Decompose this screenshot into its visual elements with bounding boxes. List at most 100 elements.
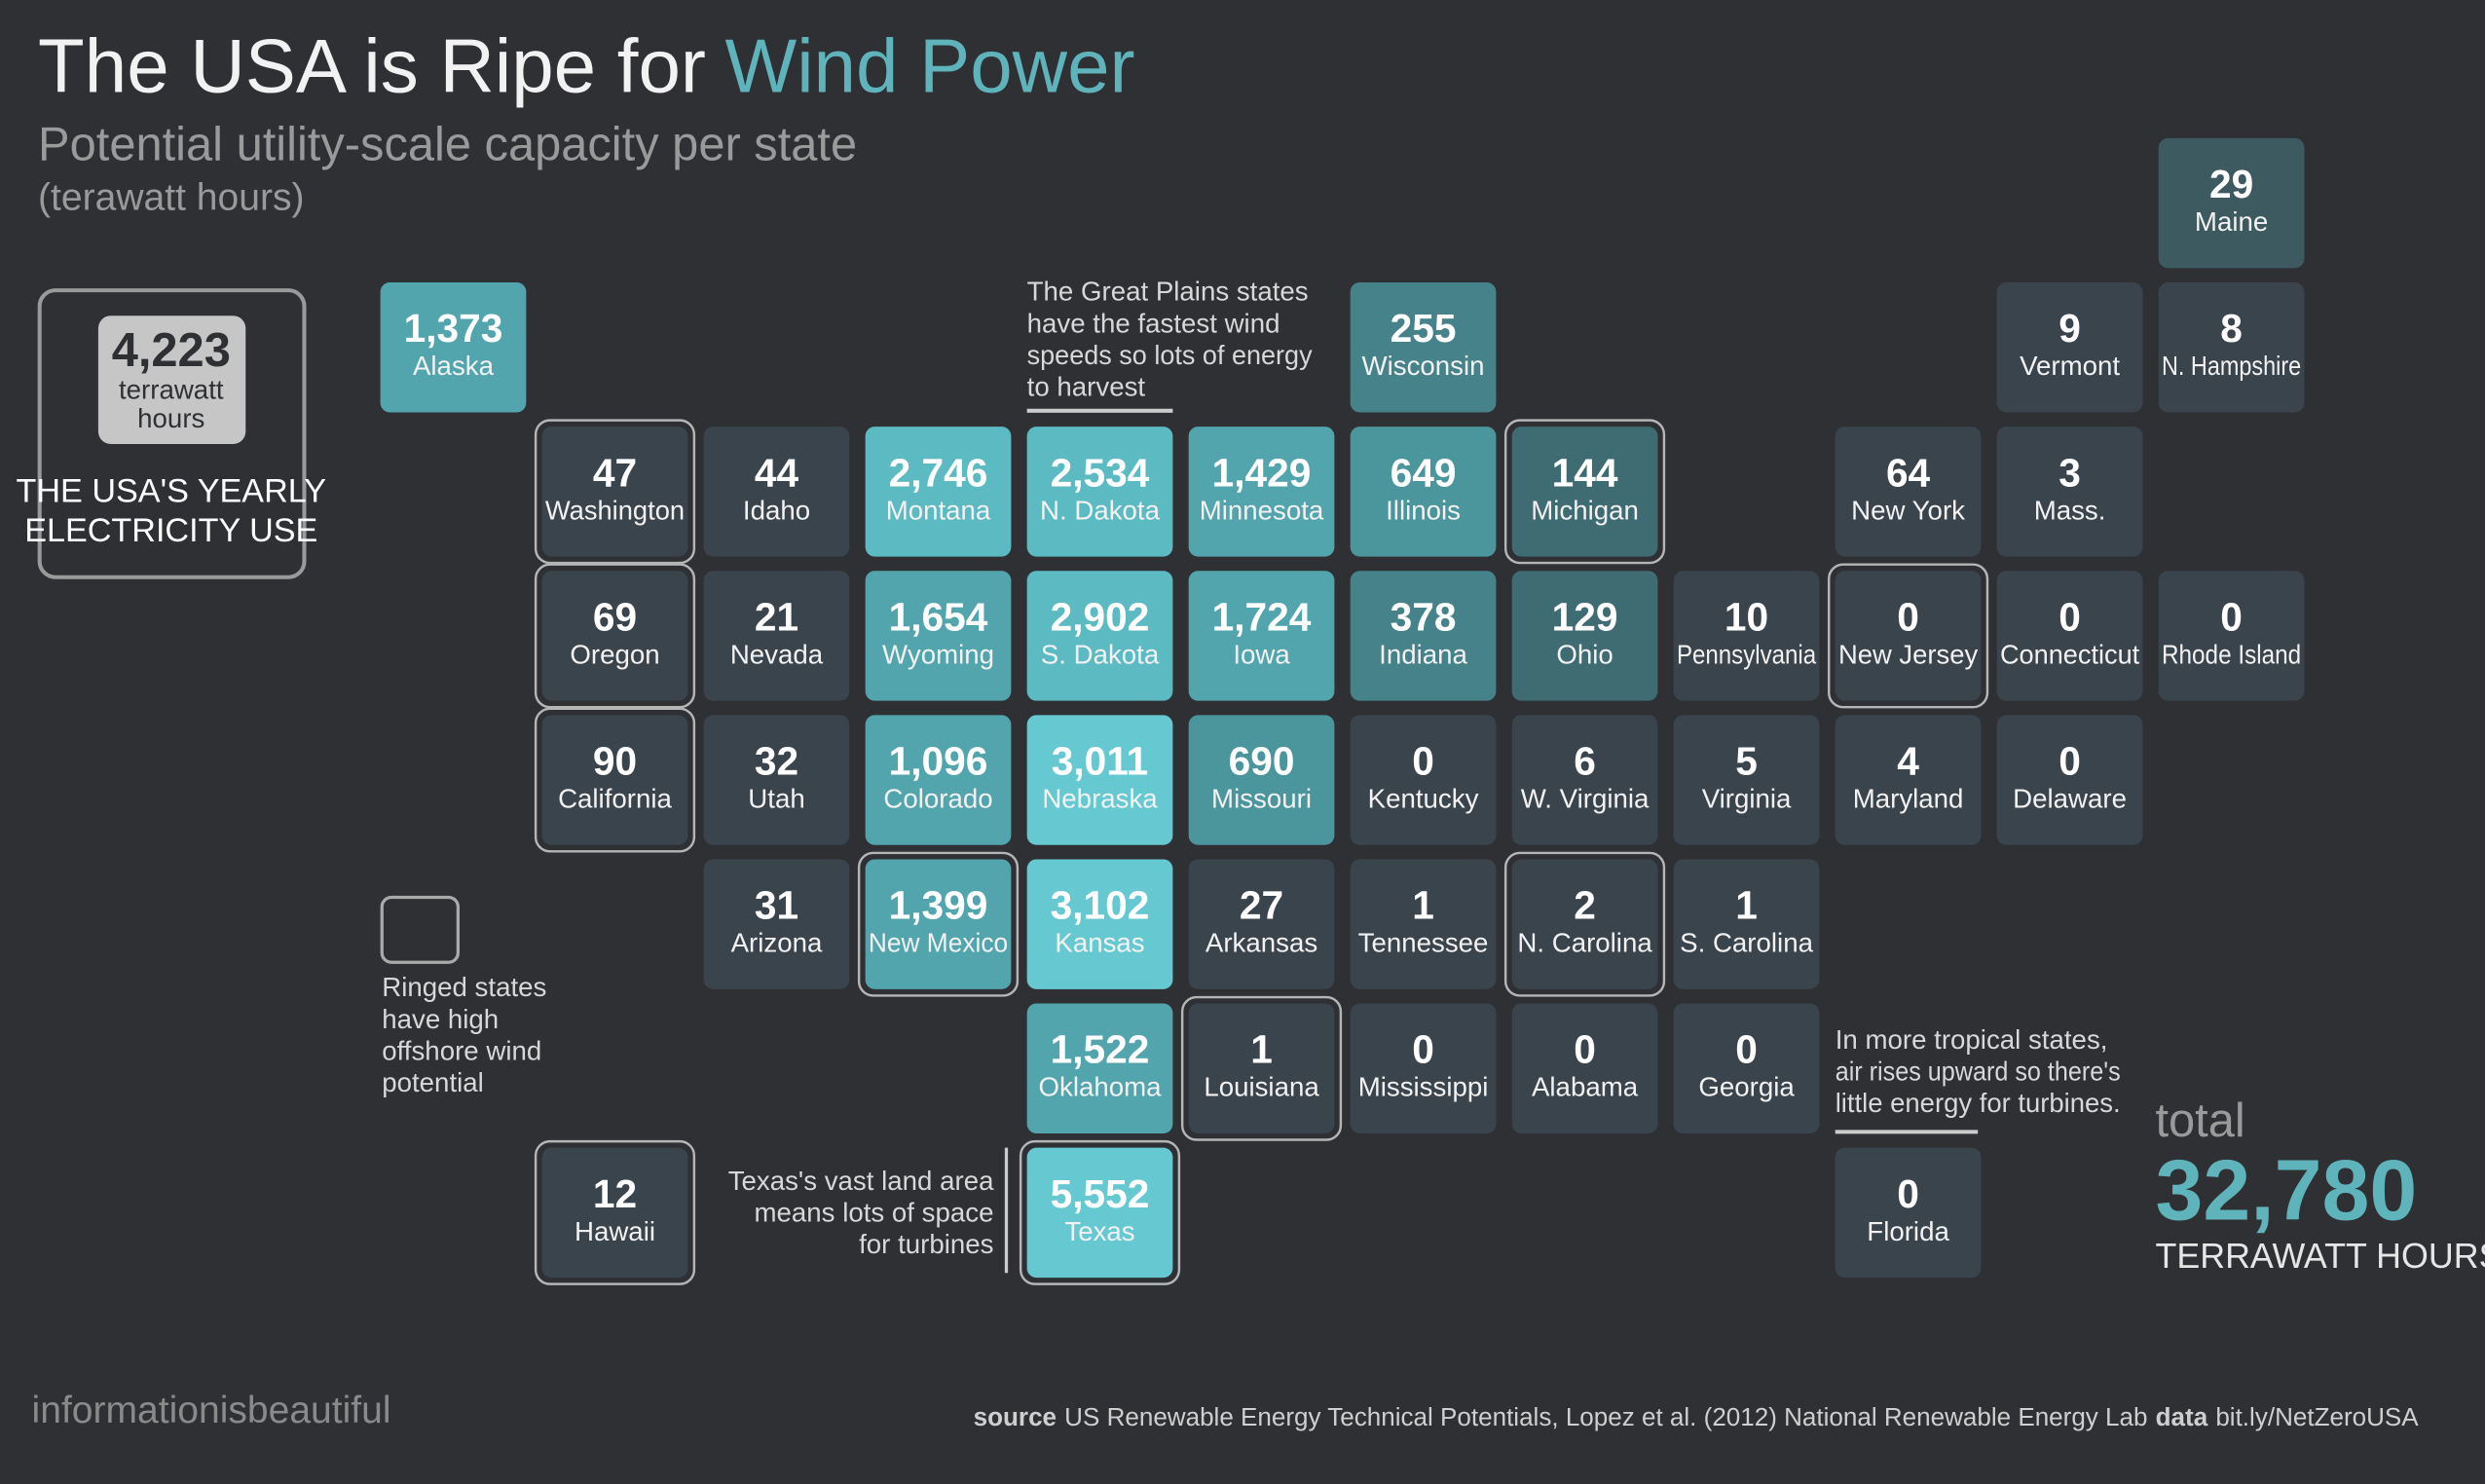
tile-value: 690	[1229, 739, 1295, 784]
tile-name: Idaho	[743, 495, 810, 525]
reference-box	[37, 288, 307, 579]
tile-name: Mass.	[2034, 495, 2106, 525]
tile-name: N. Dakota	[1040, 495, 1161, 525]
tile	[1835, 571, 1982, 701]
tile	[380, 282, 527, 413]
tile-value: 3,102	[1051, 883, 1150, 928]
total-value: 32,780	[2155, 1141, 2417, 1238]
reference-unit: hours	[137, 403, 204, 433]
tile-value: 0	[1574, 1027, 1596, 1072]
annotation-line: air rises upward so there's	[1836, 1056, 2121, 1086]
tile-value: 2	[1574, 883, 1596, 928]
tile	[541, 571, 688, 701]
tile	[1188, 859, 1335, 989]
tile	[1026, 1147, 1173, 1279]
tile-value: 6	[1574, 739, 1596, 784]
tile-value: 144	[1552, 450, 1618, 495]
annotation-line: to harvest	[1027, 371, 1146, 401]
offshore-ring	[534, 707, 696, 853]
offshore-ring	[1180, 995, 1343, 1141]
tile	[1673, 859, 1820, 989]
tile-name: Michigan	[1531, 495, 1639, 525]
state-tile: 8N. Hampshire	[2158, 282, 2305, 413]
tile-value: 0	[1897, 594, 1919, 639]
tile-value: 0	[2058, 739, 2081, 784]
tile-name: N. Carolina	[1517, 928, 1652, 958]
tile	[541, 427, 688, 557]
tile-value: 1,429	[1212, 450, 1312, 495]
tile-value: 1,724	[1212, 594, 1312, 639]
tile-value: 44	[755, 450, 799, 495]
tile	[865, 427, 1012, 557]
tile	[1188, 427, 1335, 557]
tile-name: Nebraska	[1042, 784, 1158, 814]
tile-value: 10	[1725, 594, 1768, 639]
tile-name: Kentucky	[1368, 784, 1479, 814]
tile-name: Virginia	[1702, 784, 1792, 814]
offshore-ring	[1827, 563, 1989, 709]
tile-name: Texas	[1064, 1216, 1134, 1246]
tile-name: Oregon	[570, 639, 659, 669]
offshore-ring	[1503, 419, 1666, 565]
tile-name: California	[558, 784, 672, 814]
tile	[703, 571, 850, 701]
tile	[865, 715, 1012, 845]
tile	[1511, 1003, 1658, 1134]
annotation-line: offshore wind	[382, 1035, 541, 1065]
tile-value: 129	[1552, 594, 1618, 639]
chart-title: The USA is Ripe for Wind Power	[38, 22, 1134, 108]
tile-value: 0	[2058, 594, 2081, 639]
tile-name: Washington	[545, 495, 685, 525]
brand: informationisbeautiful	[32, 1390, 391, 1431]
tile-value: 5,552	[1051, 1171, 1150, 1216]
tile	[1026, 859, 1173, 989]
tile-value: 2,534	[1051, 450, 1150, 495]
tile-name: New York	[1851, 495, 1965, 525]
tile-name: Minnesota	[1200, 495, 1324, 525]
tile	[1835, 427, 1982, 557]
tile	[1511, 571, 1658, 701]
tile	[1996, 427, 2143, 557]
tile-name: Nevada	[730, 639, 824, 669]
annotation-line: means lots of space	[755, 1197, 994, 1227]
tile-name: S. Carolina	[1680, 928, 1813, 958]
tile-name: Alabama	[1532, 1072, 1639, 1102]
tile-name: Indiana	[1379, 639, 1467, 669]
tile-value: 64	[1886, 450, 1931, 495]
tile-name: Pennsylvania	[1677, 639, 1817, 669]
tile	[1350, 1003, 1497, 1134]
tile	[1835, 715, 1982, 845]
tile-value: 1,399	[889, 883, 988, 928]
tile	[1026, 1003, 1173, 1134]
tile-value: 29	[2209, 162, 2253, 206]
tile	[1511, 427, 1658, 557]
tile	[703, 715, 850, 845]
tile-value: 9	[2058, 306, 2081, 351]
tile-name: W. Virginia	[1521, 784, 1650, 814]
annotation-line: In more tropical states,	[1836, 1024, 2108, 1055]
tile-value: 1,522	[1051, 1027, 1150, 1072]
annotation-line: have the fastest wind	[1027, 308, 1280, 338]
tile-value: 0	[2220, 594, 2243, 639]
tile-name: Wyoming	[882, 639, 994, 669]
tile-value: 8	[2220, 306, 2243, 351]
